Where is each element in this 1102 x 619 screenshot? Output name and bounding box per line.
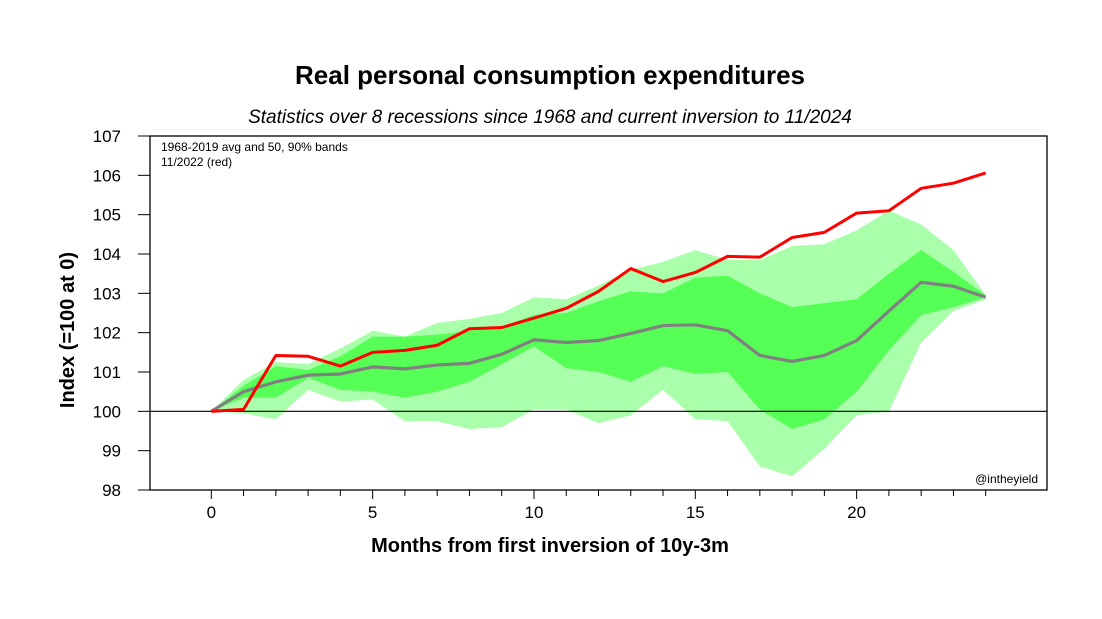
y-tick-label: 98 [102,481,121,500]
annotation-red: 11/2022 (red) [161,155,232,169]
x-tick-label: 5 [368,503,377,522]
y-tick-label: 101 [93,363,121,382]
chart-title: Real personal consumption expenditures [295,60,805,90]
bands-layer [211,210,986,477]
y-tick-label: 105 [93,206,121,225]
y-tick-label: 107 [93,127,121,146]
x-tick-label: 15 [686,503,705,522]
x-tick-label: 10 [525,503,544,522]
y-axis: 98 99 100 101 102 103 104 105 106 107 [93,127,150,500]
chart-subtitle: Statistics over 8 recessions since 1968 … [248,107,852,128]
y-tick-label: 103 [93,284,121,303]
y-tick-label: 106 [93,166,121,185]
series-current-line [211,171,987,413]
y-axis-label: Index (=100 at 0) [57,252,79,408]
series-layer [210,171,987,413]
y-tick-label: 99 [102,442,121,461]
y-tick-label: 100 [93,402,121,421]
x-axis: 0 5 10 15 20 [207,490,987,522]
annotation-bands: 1968-2019 avg and 50, 90% bands [161,140,348,154]
y-tick-label: 102 [93,324,121,343]
series-avg-line [210,280,987,413]
x-axis-label: Months from first inversion of 10y-3m [371,535,729,557]
x-tick-label: 20 [847,503,866,522]
watermark: @intheyield [975,472,1038,486]
x-tick-label: 0 [207,503,216,522]
y-tick-label: 104 [93,245,121,264]
